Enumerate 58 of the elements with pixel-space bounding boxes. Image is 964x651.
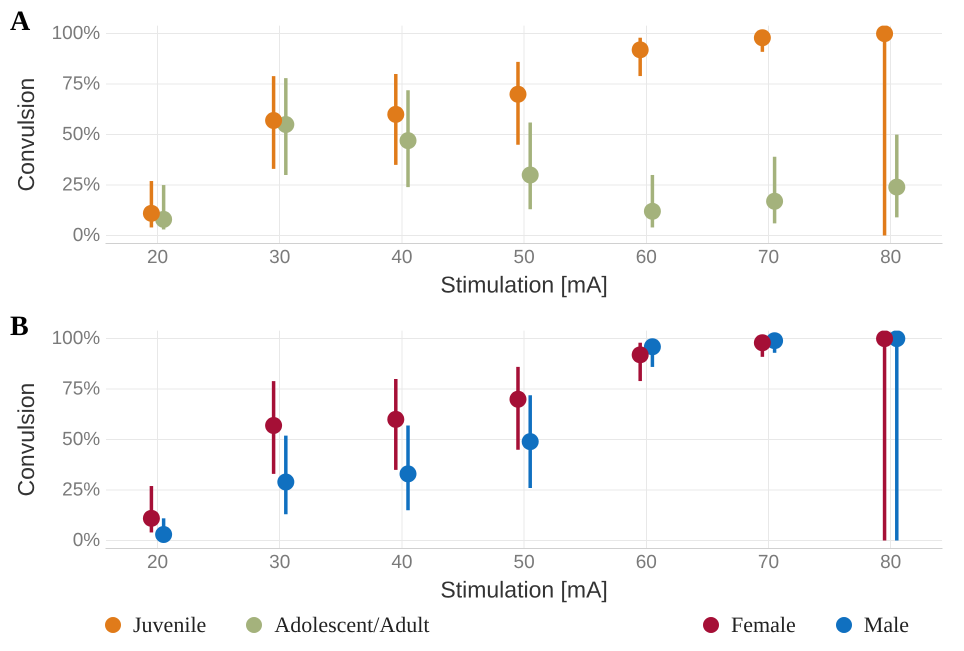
y-tick-label: 0%: [72, 224, 100, 246]
x-tick-label: 40: [391, 552, 412, 574]
x-tick-label: 60: [636, 552, 657, 574]
y-tick-label: 75%: [62, 378, 100, 400]
point: [509, 390, 526, 408]
legend-label: Juvenile: [133, 612, 206, 638]
point: [277, 473, 294, 490]
point: [400, 132, 417, 150]
point: [754, 334, 771, 352]
legend-label: Female: [731, 612, 796, 638]
x-tick-label: 80: [880, 552, 902, 574]
x-tick-label: 60: [636, 247, 657, 268]
x-tick-label: 70: [758, 247, 780, 268]
point: [522, 166, 539, 184]
y-axis-title: Convulsion: [13, 78, 40, 192]
x-axis-title: Stimulation [mA]: [440, 272, 608, 298]
x-tick-label: 30: [269, 247, 290, 268]
point: [142, 510, 160, 527]
point: [876, 330, 894, 348]
point: [632, 41, 649, 58]
y-tick-label: 100%: [52, 22, 100, 44]
point: [644, 338, 661, 356]
x-tick-label: 80: [880, 247, 902, 268]
chart-title: B: [10, 311, 29, 342]
y-tick-label: 100%: [52, 328, 100, 349]
point: [876, 26, 894, 42]
y-tick-label: 25%: [62, 174, 100, 196]
point: [387, 106, 404, 123]
x-tick-label: 50: [514, 247, 535, 268]
y-tick-label: 75%: [62, 73, 100, 94]
x-tick-label: 50: [514, 552, 535, 574]
x-tick-label: 20: [146, 552, 168, 574]
point: [632, 346, 649, 364]
point: [155, 526, 172, 543]
y-tick-label: 25%: [62, 479, 100, 500]
point: [265, 112, 282, 129]
y-tick-label: 50%: [62, 428, 100, 450]
legend-label: Adolescent/Adult: [274, 612, 430, 638]
y-axis-title: Convulsion: [13, 382, 40, 496]
point: [265, 416, 282, 434]
point: [509, 86, 526, 103]
point: [400, 465, 417, 482]
y-tick-label: 50%: [62, 124, 100, 145]
point: [754, 29, 771, 46]
point: [888, 178, 906, 196]
x-tick-label: 40: [391, 247, 412, 268]
point: [766, 192, 784, 210]
x-tick-label: 70: [758, 552, 780, 574]
point: [142, 204, 160, 222]
point: [387, 410, 404, 428]
point: [522, 433, 539, 450]
x-tick-label: 30: [269, 552, 290, 574]
y-tick-label: 0%: [72, 530, 100, 551]
point: [644, 202, 661, 220]
chart-title: A: [10, 6, 31, 38]
x-axis-title: Stimulation [mA]: [440, 576, 608, 603]
x-tick-label: 20: [146, 247, 168, 268]
legend-label: Male: [864, 612, 909, 638]
